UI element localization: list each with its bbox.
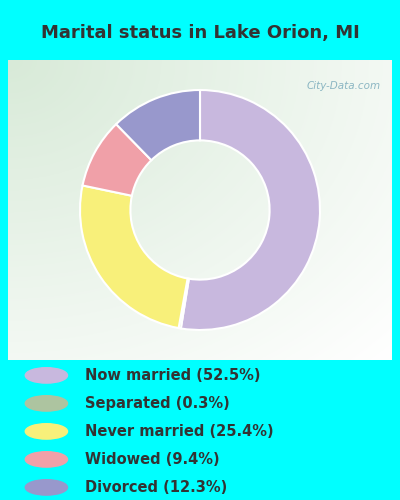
Circle shape	[25, 424, 68, 439]
Wedge shape	[82, 124, 151, 196]
Text: Marital status in Lake Orion, MI: Marital status in Lake Orion, MI	[41, 24, 359, 42]
Text: Widowed (9.4%): Widowed (9.4%)	[85, 452, 220, 467]
Circle shape	[25, 396, 68, 411]
Wedge shape	[181, 90, 320, 330]
Circle shape	[25, 452, 68, 467]
Text: City-Data.com: City-Data.com	[306, 81, 380, 91]
Wedge shape	[80, 186, 188, 328]
Wedge shape	[116, 90, 200, 160]
Circle shape	[25, 480, 68, 495]
Text: Never married (25.4%): Never married (25.4%)	[85, 424, 274, 439]
Text: Divorced (12.3%): Divorced (12.3%)	[85, 480, 227, 495]
Circle shape	[25, 368, 68, 383]
Text: Now married (52.5%): Now married (52.5%)	[85, 368, 260, 383]
Text: Separated (0.3%): Separated (0.3%)	[85, 396, 230, 411]
Wedge shape	[179, 278, 189, 328]
